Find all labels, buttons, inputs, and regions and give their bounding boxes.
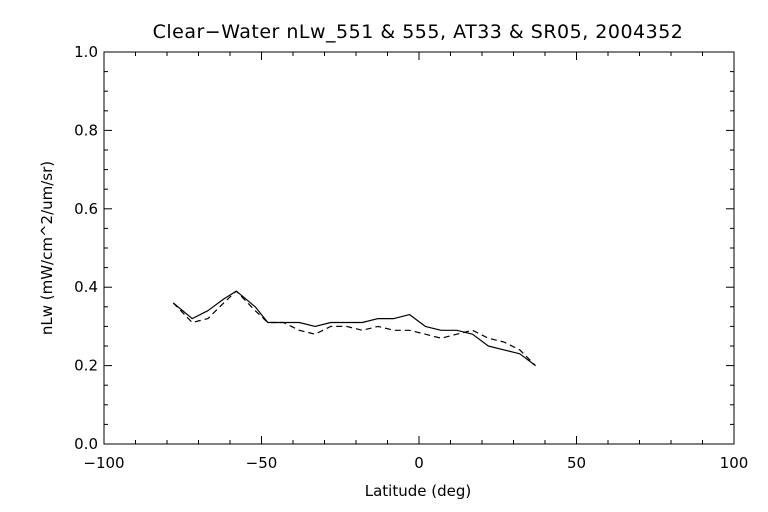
x-axis-tick-labels: −100 −50 0 50 100 — [83, 454, 748, 472]
x-tick-label: −100 — [83, 454, 124, 472]
y-axis-title: nLw (mW/cm^2/um/sr) — [38, 161, 56, 335]
x-axis-title: Latitude (deg) — [365, 482, 471, 500]
x-tick-label: 50 — [567, 454, 586, 472]
y-tick-label: 0.6 — [74, 200, 98, 218]
axis-ticks — [103, 51, 735, 445]
y-axis-tick-labels: 0.0 0.2 0.4 0.6 0.8 1.0 — [74, 43, 98, 453]
data-series — [172, 290, 536, 367]
y-tick-label: 0.4 — [74, 278, 98, 296]
series-line-solid — [172, 290, 536, 367]
plot-frame — [103, 51, 735, 445]
y-tick-label: 0.8 — [74, 121, 98, 139]
x-tick-label: −50 — [246, 454, 278, 472]
y-tick-label: 0.2 — [74, 357, 98, 375]
y-tick-label: 0.0 — [74, 435, 98, 453]
y-tick-label: 1.0 — [74, 43, 98, 61]
x-tick-label: 0 — [414, 454, 424, 472]
series-line-dashed — [172, 290, 536, 367]
chart-title: Clear−Water nLw_551 & 555, AT33 & SR05, … — [153, 21, 684, 43]
x-tick-label: 100 — [720, 454, 749, 472]
